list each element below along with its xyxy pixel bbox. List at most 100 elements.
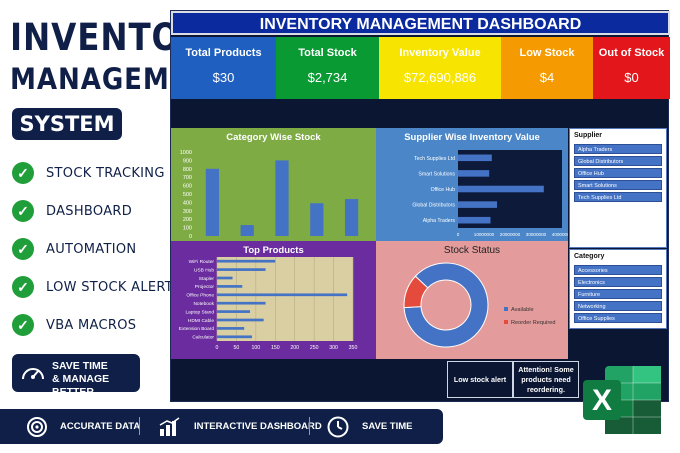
dashboard-screenshot: INVENTORY MANAGEMENT DASHBOARD Total Pro… [170,10,670,402]
bar [310,203,324,236]
legend-label: Available [511,307,534,313]
bar [217,268,266,271]
bar [458,154,492,162]
plot-area [217,257,353,341]
x-tick-label: 300 [329,345,338,351]
y-category-label: Notebook [193,301,214,307]
y-category-label: Calculator [192,335,214,341]
save-time-box: SAVE TIME & MANAGE BETTER [12,354,140,398]
slicer-item[interactable]: Office Supplies [574,313,662,323]
kpi-value: $4 [539,70,555,85]
x-tick-label: 50 [234,345,240,351]
kpi-value: $30 [212,70,235,85]
clock-icon [327,416,349,437]
y-category-label: HDMI Cable [188,318,214,324]
feature-item: ✓ LOW STOCK ALERTS [12,275,182,299]
kpi-total-stock: Total Stock $2,734 [276,37,379,99]
chart-title: Supplier Wise Inventory Value [404,132,540,143]
bar [205,168,220,236]
bar [458,170,490,177]
kpi-title: Inventory Value [399,47,481,59]
x-tick-label: 100 [252,345,261,351]
save-time-line1: SAVE TIME [52,360,108,372]
bottom-item-accurate-data: ACCURATE DATA [26,409,140,444]
kpi-value: $72,690,886 [403,70,477,85]
supplier-slicer: Supplier Alpha Traders Global Distributo… [569,128,667,248]
system-badge: SYSTEM [12,108,122,140]
y-category-label: Smart Solutions [418,171,455,177]
y-tick-label: 600 [183,184,192,190]
y-tick-label: 0 [189,234,192,240]
check-icon: ✓ [12,314,34,336]
feature-label: DASHBOARD [46,203,133,219]
stock-status-chart: Available Reorder Required [403,262,555,348]
bar [458,185,544,193]
bar [217,285,243,288]
chart-title: Stock Status [443,245,501,256]
chart-title: Category Wise Stock [226,132,321,143]
slicer-item[interactable]: Alpha Traders [574,144,662,154]
y-category-label: Office Phone [186,293,214,299]
excel-logo-icon: X [583,366,661,434]
kpi-title: Total Stock [298,47,357,59]
check-icon: ✓ [12,238,34,260]
slicer-item[interactable]: Global Distributors [574,156,662,166]
kpi-total-products: Total Products $30 [171,37,276,99]
x-tick-label: 200 [290,345,299,351]
legend-swatch [504,320,508,324]
slicer-header: Category [574,253,605,260]
category-stock-panel: Category Wise Stock 0 100 200 300 400 500 600 7… [171,128,376,248]
x-tick-label: 40000000 [552,232,568,237]
supplier-value-panel: Supplier Wise Inventory Value Tech Suppl… [376,128,568,248]
speedometer-icon [22,368,44,380]
svg-text:X: X [592,384,612,417]
bar [275,160,289,236]
slicer-item[interactable]: Electronics [574,277,662,287]
legend-swatch [504,307,508,311]
slicer-item[interactable]: Tech Supplies Ltd [574,192,662,202]
bar [217,276,233,280]
bar [458,201,497,208]
bottom-item-label: INTERACTIVE DASHBOARD [194,421,322,432]
low-stock-alert-message: Attention! Some products need reordering… [513,361,579,398]
top-products-panel: Top Products WiFi Router USB Hub Stapler Pr… [171,241,376,359]
slicer-item[interactable]: Accessories [574,265,662,275]
bar [217,301,266,305]
feature-item: ✓ DASHBOARD [12,199,132,223]
legend-label: Reorder Required [511,320,555,326]
feature-label: AUTOMATION [46,241,137,257]
top-products-chart: WiFi Router USB Hub Stapler Projector Office… [179,257,357,351]
kpi-out-of-stock: Out of Stock $0 [593,37,670,99]
check-icon: ✓ [12,276,34,298]
slicer-header: Supplier [574,132,603,139]
kpi-title: Total Products [185,47,262,59]
bar [344,199,359,236]
x-tick-label: 30000000 [526,232,547,237]
slicer-item[interactable]: Furniture [574,289,662,299]
y-tick-label: 800 [183,167,192,173]
feature-label: STOCK TRACKING [46,165,165,181]
feature-item: ✓ AUTOMATION [12,237,136,261]
y-category-label: Global Distributors [412,203,455,209]
kpi-low-stock: Low Stock $4 [501,37,593,99]
bar [217,318,264,322]
kpi-title: Low Stock [519,47,575,59]
y-category-label: Tech Supplies Ltd [414,156,455,162]
slicer-item[interactable]: Networking [574,301,662,311]
dashboard-title: INVENTORY MANAGEMENT DASHBOARD [171,11,670,35]
y-tick-label: 1000 [180,150,192,156]
kpi-value: $2,734 [307,70,348,85]
slicer-item[interactable]: Smart Solutions [574,180,662,190]
check-icon: ✓ [12,200,34,222]
donut-slice [403,275,429,309]
x-tick-label: 20000000 [500,232,521,237]
feature-item: ✓ STOCK TRACKING [12,161,165,185]
category-stock-chart: 0 100 200 300 400 500 600 700 800 900 1000 [180,150,359,240]
feature-label: VBA MACROS [46,317,137,333]
bottom-item-label: SAVE TIME [362,421,413,432]
y-tick-label: 900 [183,158,192,164]
y-tick-label: 100 [183,226,192,232]
y-tick-label: 700 [183,175,192,181]
slicer-item[interactable]: Office Hub [574,168,662,178]
y-category-label: Extension Board [179,326,215,332]
